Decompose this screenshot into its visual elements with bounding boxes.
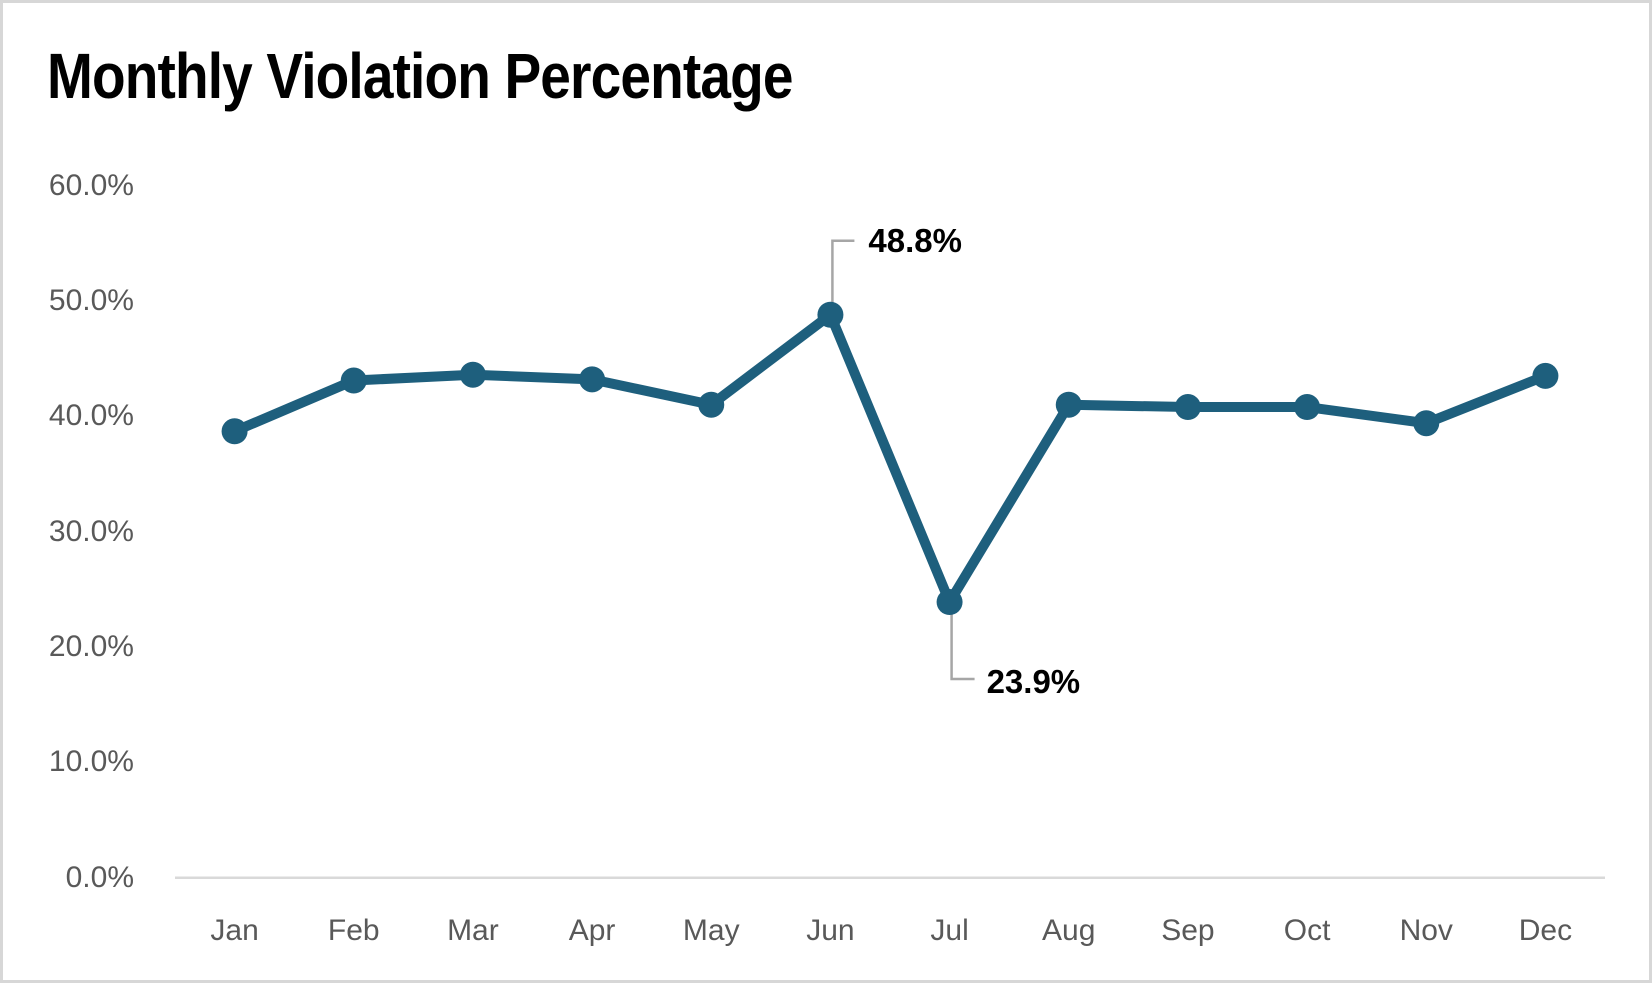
y-tick-label-30: 30.0% xyxy=(48,514,134,548)
data-label-leader-line xyxy=(950,614,975,681)
y-tick-label-10: 10.0% xyxy=(48,745,134,779)
y-tick-label-60: 60.0% xyxy=(48,168,134,202)
y-tick-label-0: 0.0% xyxy=(65,860,134,894)
data-point-nov xyxy=(1413,410,1440,437)
data-label-leader-line xyxy=(831,239,855,306)
chart-title: Monthly Violation Percentage xyxy=(47,40,793,112)
x-tick-label-sep: Sep xyxy=(1161,914,1215,947)
x-tick-label-oct: Oct xyxy=(1283,914,1331,947)
data-point-feb xyxy=(340,367,367,394)
x-tick-label-jan: Jan xyxy=(210,914,259,947)
data-point-aug xyxy=(1055,391,1082,418)
x-tick-label-nov: Nov xyxy=(1399,914,1453,947)
y-tick-label-20: 20.0% xyxy=(48,630,134,664)
x-tick-label-apr: Apr xyxy=(568,914,616,947)
data-label-jul: 23.9% xyxy=(986,663,1081,701)
x-tick-label-feb: Feb xyxy=(327,914,380,947)
data-point-oct xyxy=(1294,394,1321,421)
y-tick-label-50: 50.0% xyxy=(48,283,134,317)
x-tick-label-dec: Dec xyxy=(1518,914,1573,947)
series-line xyxy=(229,309,1551,608)
x-tick-label-jun: Jun xyxy=(806,914,855,947)
data-label-jun: 48.8% xyxy=(868,221,962,259)
y-tick-label-40: 40.0% xyxy=(48,399,134,433)
data-point-dec xyxy=(1532,362,1559,389)
data-point-apr xyxy=(579,366,606,393)
x-tick-label-mar: Mar xyxy=(447,914,499,947)
x-tick-label-aug: Aug xyxy=(1042,914,1096,947)
data-point-mar xyxy=(459,361,486,388)
data-point-jan xyxy=(221,418,248,445)
data-point-jun xyxy=(817,301,844,328)
x-tick-label-may: May xyxy=(682,914,740,947)
x-tick-label-jul: Jul xyxy=(930,914,969,947)
data-point-sep xyxy=(1174,394,1201,421)
line-plot-canvas xyxy=(175,239,1605,880)
data-point-may xyxy=(698,391,725,418)
data-point-jul xyxy=(936,589,963,616)
